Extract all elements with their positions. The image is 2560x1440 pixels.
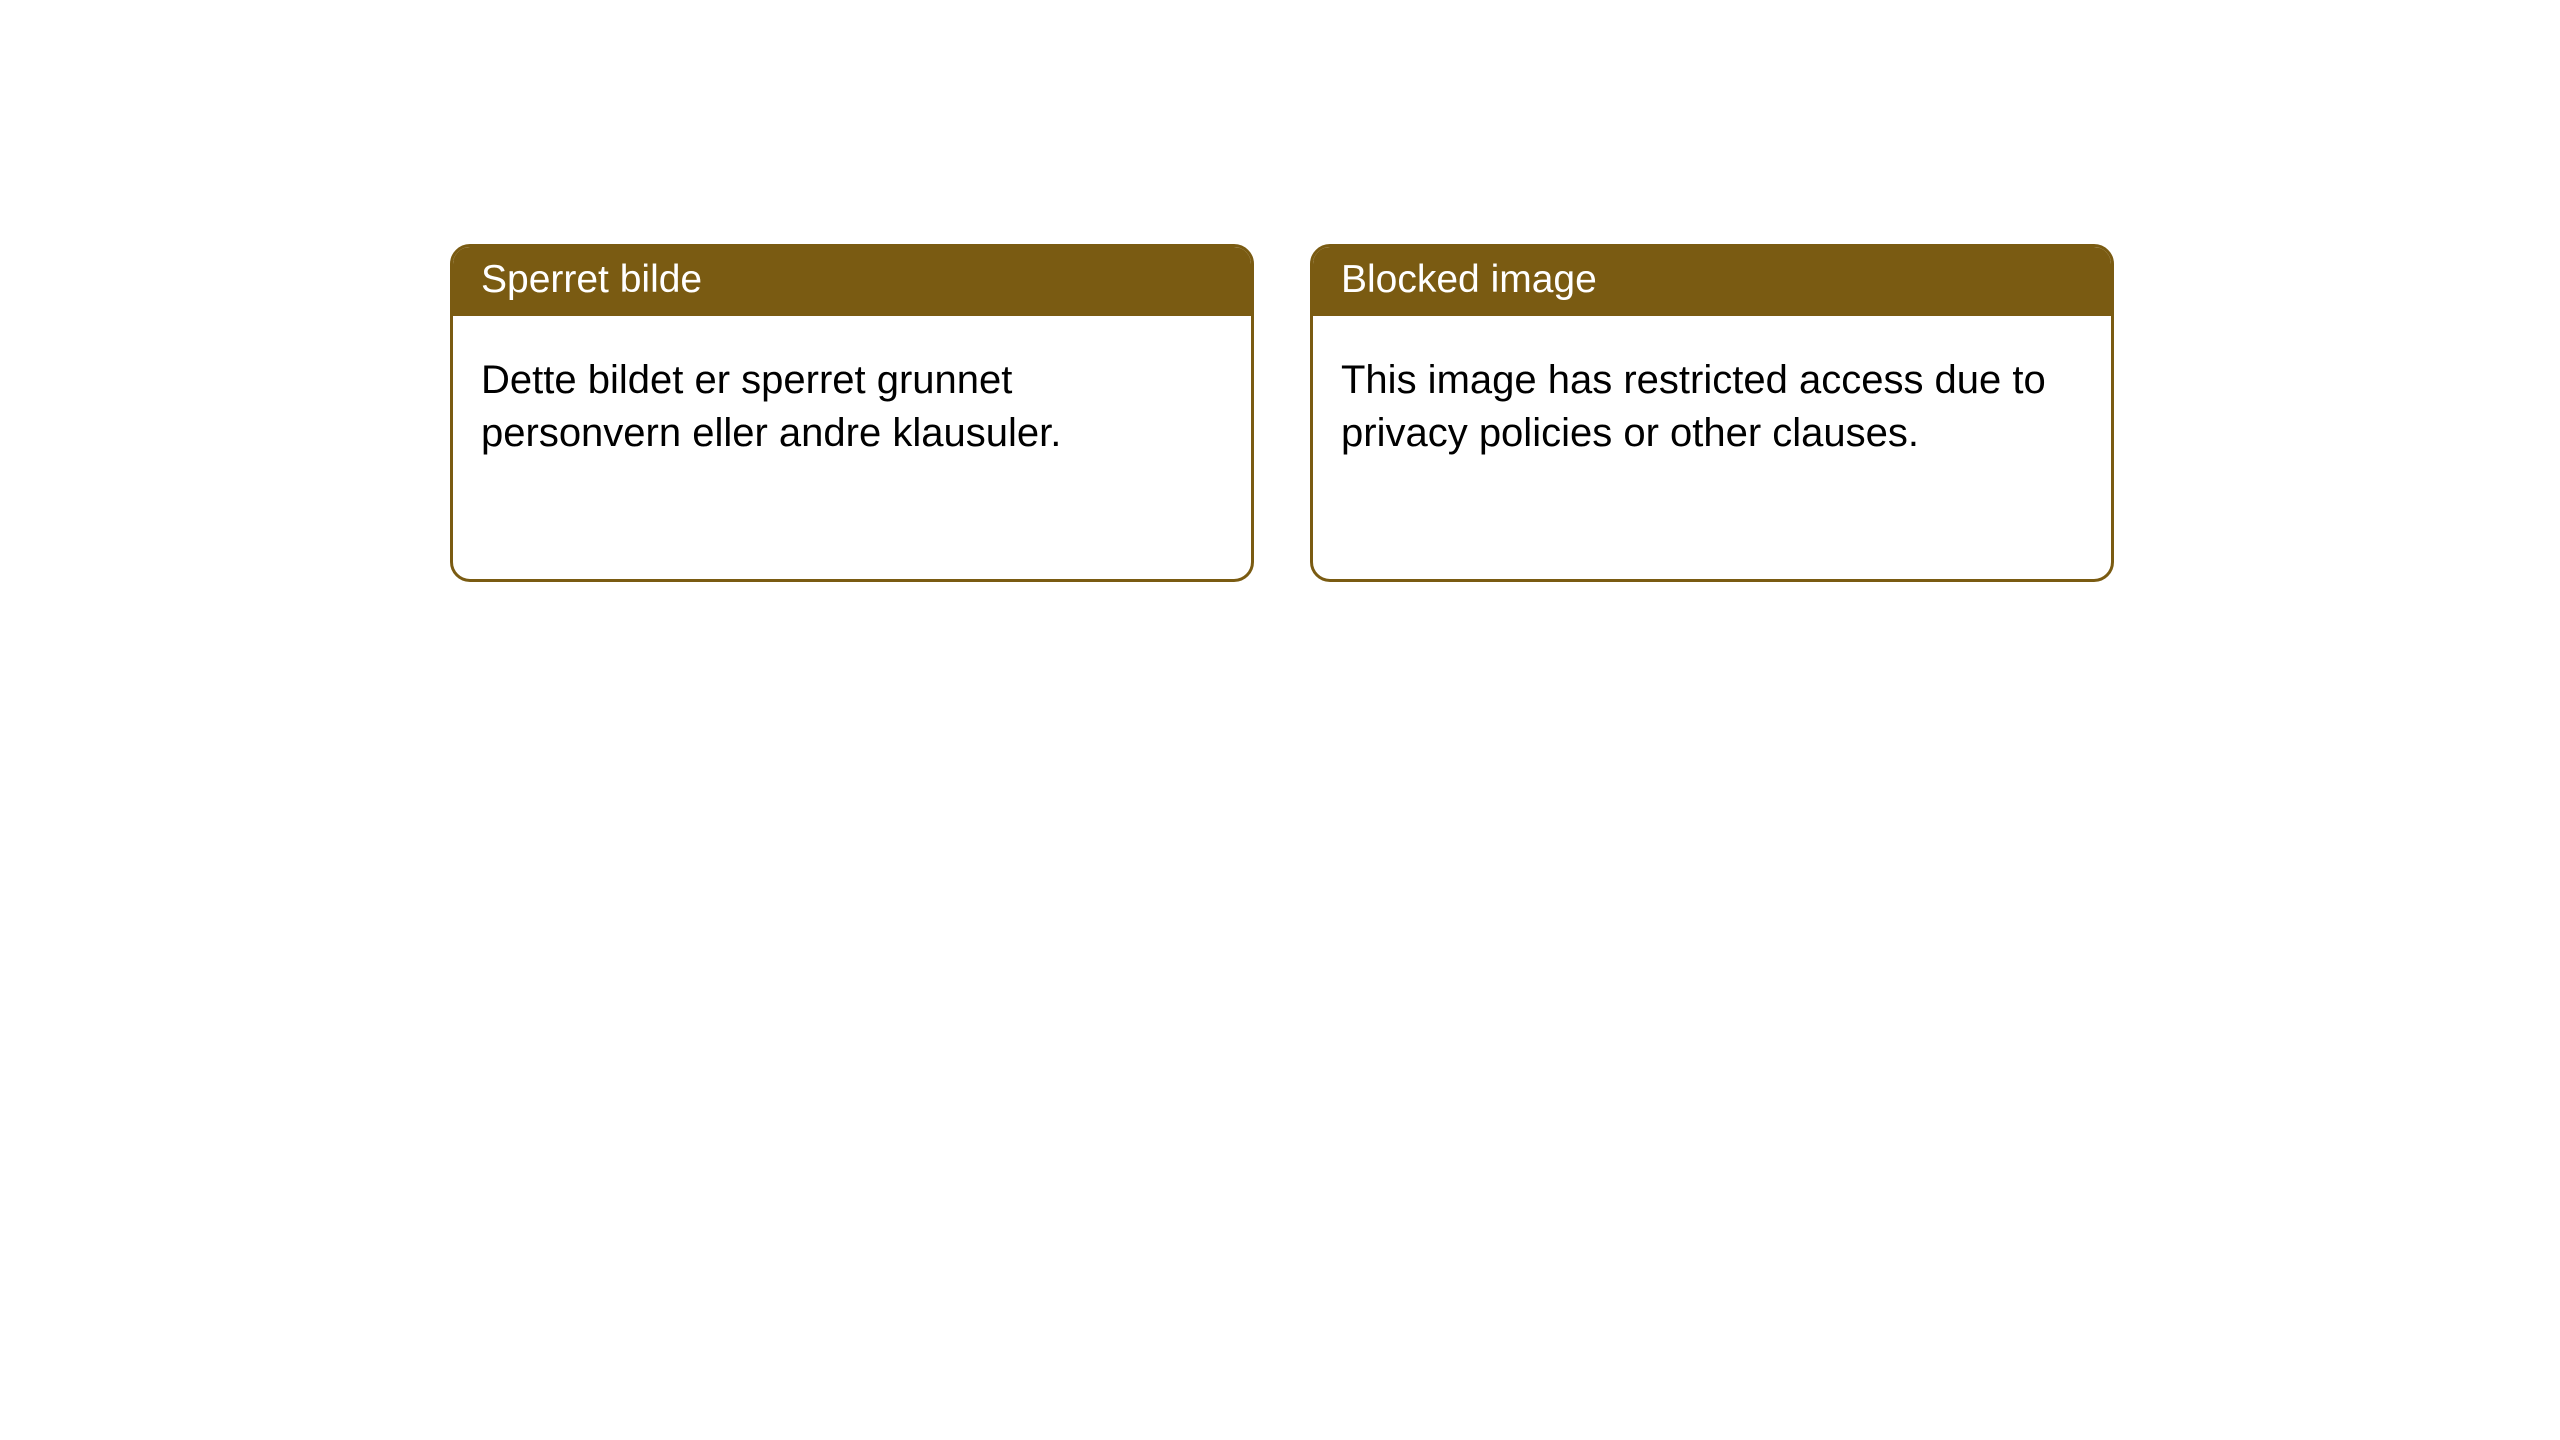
card-body-text: This image has restricted access due to … bbox=[1341, 358, 2046, 455]
card-body-text: Dette bildet er sperret grunnet personve… bbox=[481, 358, 1061, 455]
card-header: Blocked image bbox=[1313, 247, 2111, 316]
blocked-image-card-no: Sperret bilde Dette bildet er sperret gr… bbox=[450, 244, 1254, 582]
card-title: Blocked image bbox=[1341, 258, 1597, 301]
blocked-image-card-en: Blocked image This image has restricted … bbox=[1310, 244, 2114, 582]
card-body: This image has restricted access due to … bbox=[1313, 316, 2111, 488]
notice-container: Sperret bilde Dette bildet er sperret gr… bbox=[0, 0, 2560, 582]
card-body: Dette bildet er sperret grunnet personve… bbox=[453, 316, 1251, 488]
card-title: Sperret bilde bbox=[481, 258, 702, 301]
card-header: Sperret bilde bbox=[453, 247, 1251, 316]
